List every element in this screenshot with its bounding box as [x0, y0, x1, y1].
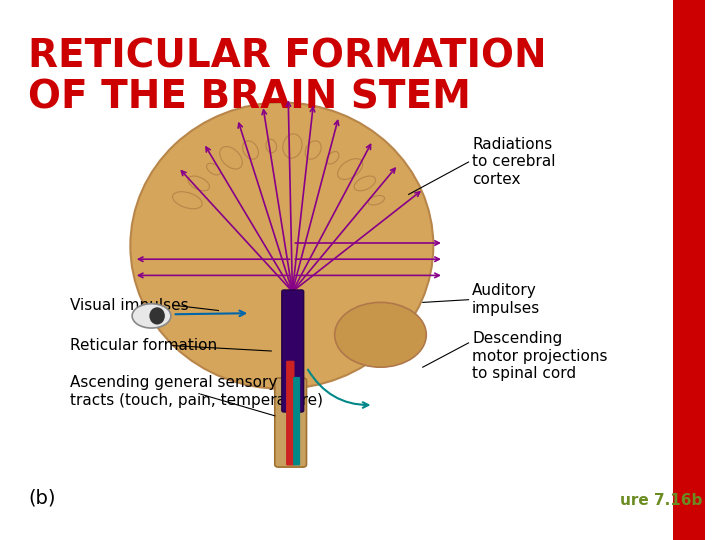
Text: ure 7.16b: ure 7.16b — [620, 492, 703, 508]
Ellipse shape — [335, 302, 426, 367]
Text: Reticular formation: Reticular formation — [71, 338, 217, 353]
Text: Auditory
impulses: Auditory impulses — [472, 284, 540, 316]
FancyBboxPatch shape — [282, 290, 304, 412]
Text: Ascending general sensory
tracts (touch, pain, temperature): Ascending general sensory tracts (touch,… — [71, 375, 323, 408]
Text: Radiations
to cerebral
cortex: Radiations to cerebral cortex — [472, 137, 556, 187]
Text: Descending
motor projections
to spinal cord: Descending motor projections to spinal c… — [472, 332, 608, 381]
Text: OF THE BRAIN STEM: OF THE BRAIN STEM — [28, 78, 471, 116]
FancyBboxPatch shape — [293, 377, 300, 465]
FancyBboxPatch shape — [286, 361, 294, 465]
Text: RETICULAR FORMATION: RETICULAR FORMATION — [28, 38, 546, 76]
Bar — [673, 0, 705, 540]
Ellipse shape — [149, 307, 165, 325]
Text: (b): (b) — [28, 489, 55, 508]
Ellipse shape — [132, 303, 171, 328]
Ellipse shape — [130, 103, 433, 389]
FancyBboxPatch shape — [275, 378, 307, 467]
Text: Visual impulses: Visual impulses — [71, 298, 189, 313]
